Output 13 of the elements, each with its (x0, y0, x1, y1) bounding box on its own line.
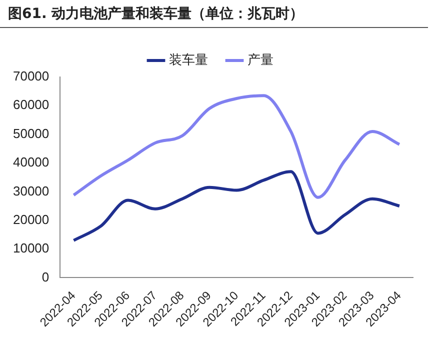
legend-label: 装车量 (169, 52, 208, 68)
legend-label: 产量 (248, 52, 274, 68)
y-tick-label: 20000 (12, 212, 50, 227)
chart-title: 图61. 动力电池产量和装车量（单位：兆瓦时） (0, 0, 428, 28)
line-series (72, 170, 401, 242)
y-tick-label: 0 (42, 269, 50, 284)
y-tick-label: 70000 (12, 68, 50, 84)
y-tick-label: 10000 (12, 240, 50, 256)
y-tick-label: 60000 (12, 97, 50, 112)
y-tick-label: 40000 (12, 154, 50, 170)
line-series (72, 94, 401, 199)
y-tick-label: 30000 (12, 183, 50, 198)
y-tick-label: 50000 (12, 126, 50, 141)
